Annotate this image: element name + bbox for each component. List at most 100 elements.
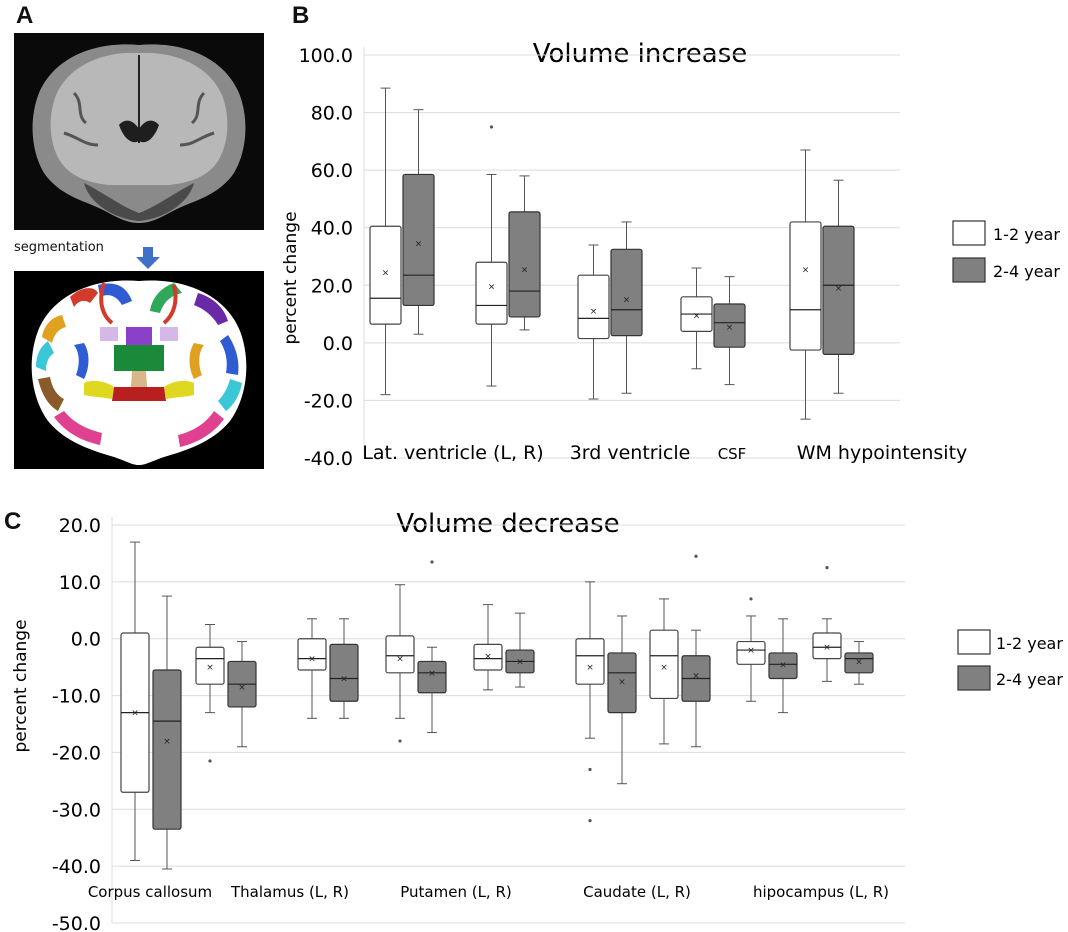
x-category-label: WM hypointensity [797, 442, 968, 464]
box-mean-marker: × [382, 268, 390, 278]
box-mean-marker: × [692, 672, 700, 682]
panel-label-b: B [292, 2, 310, 29]
box-1-2-year [736, 640, 766, 665]
y-tick-label: -40.0 [52, 856, 101, 878]
x-category-label: Caudate (L, R) [583, 883, 691, 901]
box-1-2-year [473, 643, 503, 671]
box-2-4-year [152, 669, 182, 830]
y-tick-label: 40.0 [311, 218, 353, 240]
box-1-2-year [577, 274, 610, 340]
y-tick-label: 20.0 [311, 275, 353, 297]
box-1-2-year [649, 629, 679, 700]
legend-swatch-2-4-year [952, 257, 986, 283]
y-tick-label: 80.0 [311, 103, 353, 125]
box-2-4-year [713, 303, 746, 348]
box-outlier [825, 566, 829, 570]
box-mean-marker: × [835, 284, 843, 294]
y-tick-label: -20.0 [52, 742, 101, 764]
box-2-4-year [768, 652, 798, 680]
y-tick-label: -40.0 [304, 448, 353, 470]
box-mean-marker: × [747, 646, 755, 656]
x-category-label: 3rd ventricle [570, 442, 691, 464]
box-mean-marker: × [693, 312, 701, 322]
y-tick-label: 60.0 [311, 160, 353, 182]
box-mean-marker: × [415, 240, 423, 250]
box-mean-marker: × [396, 655, 404, 665]
box-mean-marker: × [340, 675, 348, 685]
box-mean-marker: × [855, 657, 863, 667]
box-mean-marker: × [484, 652, 492, 662]
mri-coronal-image [14, 33, 264, 230]
x-category-label: Lat. ventricle (L, R) [362, 442, 543, 464]
x-category-label: Corpus callosum [88, 883, 212, 901]
box-1-2-year [195, 646, 225, 685]
arrow-down-icon [136, 247, 160, 269]
y-tick-label: 0.0 [323, 333, 353, 355]
box-outlier [430, 560, 434, 564]
y-tick-label: 100.0 [299, 45, 353, 67]
chart-b-legend: 1-2 year 2-4 year [952, 220, 1060, 283]
box-outlier [208, 759, 212, 763]
box-1-2-year [385, 635, 415, 674]
box-outlier [749, 597, 753, 601]
x-category-label: Thalamus (L, R) [230, 883, 349, 901]
box-2-4-year [607, 652, 637, 714]
legend-swatch-1-2-year [952, 220, 986, 246]
box-mean-marker: × [428, 669, 436, 679]
y-tick-label: -20.0 [304, 390, 353, 412]
y-tick-label: 0.0 [71, 629, 101, 651]
box-outlier [588, 819, 592, 823]
box-1-2-year [575, 638, 605, 685]
box-1-2-year [297, 638, 327, 671]
box-mean-marker: × [206, 663, 214, 673]
legend-label-1-2-year: 1-2 year [996, 634, 1063, 653]
box-1-2-year [475, 261, 508, 325]
box-mean-marker: × [779, 660, 787, 670]
box-outlier [489, 125, 494, 129]
chart-b-title: Volume increase [533, 39, 748, 69]
box-2-4-year [844, 652, 874, 674]
x-category-label: Putamen (L, R) [400, 883, 512, 901]
box-mean-marker: × [660, 663, 668, 673]
box-mean-marker: × [521, 265, 529, 275]
box-mean-marker: × [618, 677, 626, 687]
x-category-label: hipocampus (L, R) [753, 883, 889, 901]
box-2-4-year [329, 643, 359, 702]
box-mean-marker: × [726, 323, 734, 333]
box-mean-marker: × [823, 643, 831, 653]
volume-decrease-chart: Volume decrease percent change -50.0-40.… [11, 510, 1063, 932]
box-mean-marker: × [308, 655, 316, 665]
box-mean-marker: × [590, 307, 598, 317]
chart-c-legend: 1-2 year 2-4 year [957, 629, 1063, 691]
legend-swatch-1-2-year [957, 629, 991, 655]
y-tick-label: -50.0 [52, 913, 101, 932]
box-2-4-year [417, 660, 447, 694]
box-1-2-year [789, 221, 822, 351]
box-mean-marker: × [516, 657, 524, 667]
legend-label-2-4-year: 2-4 year [996, 670, 1063, 689]
chart-b-ylabel: percent change [281, 211, 301, 344]
y-tick-label: 10.0 [59, 572, 101, 594]
x-category-label: CSF [718, 445, 747, 463]
box-mean-marker: × [488, 283, 496, 293]
chart-c-ylabel: percent change [11, 619, 31, 752]
box-2-4-year [508, 211, 541, 318]
volume-increase-chart: Volume increase percent change -40.0 -20.… [281, 39, 1060, 470]
panel-label-c: C [4, 508, 22, 535]
box-outlier [398, 739, 402, 743]
y-tick-label: -10.0 [52, 686, 101, 708]
box-mean-marker: × [238, 683, 246, 693]
legend-label-2-4-year: 2-4 year [993, 262, 1060, 281]
box-mean-marker: × [623, 296, 631, 306]
segmentation-label: segmentation [14, 240, 104, 255]
box-mean-marker: × [586, 663, 594, 673]
box-2-4-year [822, 225, 855, 355]
box-1-2-year [369, 225, 402, 325]
box-outlier [694, 554, 698, 558]
box-1-2-year [812, 632, 842, 660]
legend-swatch-2-4-year [957, 665, 991, 691]
segmentation-image [14, 271, 264, 469]
y-tick-label: -30.0 [52, 799, 101, 821]
panel-label-a: A [16, 2, 34, 29]
box-2-4-year [610, 248, 643, 337]
